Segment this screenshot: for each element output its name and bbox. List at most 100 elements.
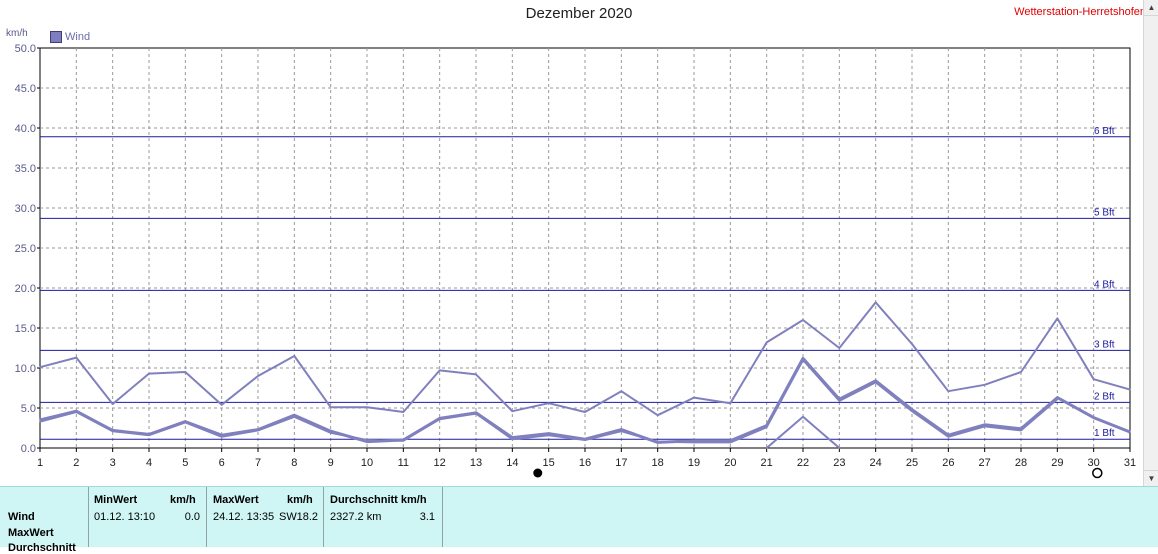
y-tick-label: 40.0 bbox=[15, 123, 36, 135]
max-unit-header: km/h bbox=[287, 494, 313, 506]
legend: Wind bbox=[50, 31, 90, 43]
data-point-min bbox=[693, 441, 695, 444]
chart-title: Dezember 2020 bbox=[525, 5, 633, 22]
data-point-max bbox=[39, 366, 41, 369]
data-point-max bbox=[438, 369, 441, 372]
data-point-max bbox=[765, 341, 768, 344]
max-header: MaxWert bbox=[213, 494, 259, 506]
data-point-max bbox=[220, 404, 223, 406]
x-tick-label: 22 bbox=[797, 457, 809, 469]
legend-label: Wind bbox=[65, 31, 91, 43]
min-unit-header: km/h bbox=[170, 494, 196, 506]
x-tick-label: 18 bbox=[652, 457, 664, 469]
x-tick-label: 10 bbox=[361, 457, 373, 469]
data-point-min bbox=[438, 418, 441, 421]
data-point-avg bbox=[366, 440, 368, 443]
y-tick-label: 50.0 bbox=[15, 43, 36, 55]
y-axis-unit: km/h bbox=[6, 28, 28, 39]
data-point-max bbox=[911, 343, 913, 345]
avg-value: 3.1 bbox=[419, 511, 435, 523]
data-point-min bbox=[1020, 429, 1022, 432]
wind-chart: 1 Bft 2 Bft 3 Bft 4 Bft 5 Bft 6 Bft 0.0 5.0 10.0… bbox=[15, 43, 1136, 479]
y-tick-label: 20.0 bbox=[15, 283, 36, 295]
x-tick-label: 4 bbox=[146, 457, 152, 469]
vertical-scrollbar[interactable]: ▲ ▼ bbox=[1143, 0, 1158, 486]
x-tick-label: 2 bbox=[73, 457, 79, 469]
data-point-max bbox=[874, 301, 877, 304]
x-tick-label: 14 bbox=[506, 457, 518, 469]
x-tick-label: 3 bbox=[110, 457, 116, 469]
station-name: Wetterstation-Herretshofen bbox=[1014, 6, 1146, 18]
data-point-min bbox=[257, 429, 259, 432]
data-point-max bbox=[511, 410, 514, 413]
data-point-min bbox=[39, 420, 41, 423]
y-tick-label: 25.0 bbox=[15, 243, 36, 255]
x-tick-label: 19 bbox=[688, 457, 700, 469]
data-point-avg bbox=[620, 428, 623, 431]
data-point-max bbox=[475, 373, 477, 376]
avg-distance: 2327.2 km bbox=[330, 511, 382, 523]
data-point-avg bbox=[1056, 396, 1059, 399]
data-point-min bbox=[729, 441, 732, 444]
data-point-min bbox=[620, 430, 623, 433]
data-point-max bbox=[838, 347, 841, 349]
stats-row-avg: Durchschnitt bbox=[8, 542, 76, 554]
data-point-avg bbox=[802, 357, 804, 360]
data-point-max bbox=[584, 411, 586, 413]
stats-row-wind: Wind bbox=[8, 511, 35, 523]
data-point-min bbox=[983, 425, 986, 428]
scroll-down-icon[interactable]: ▼ bbox=[1144, 470, 1158, 486]
data-point-min bbox=[802, 359, 804, 361]
stats-avg-column: Durchschnitt km/h 2327.2 km 3.1 bbox=[323, 487, 443, 547]
data-point-max bbox=[656, 414, 659, 417]
data-point-min bbox=[511, 438, 514, 441]
data-point-avg bbox=[39, 419, 41, 421]
x-tick-label: 21 bbox=[761, 457, 773, 469]
x-tick-label: 27 bbox=[979, 457, 991, 469]
y-tick-label: 0.0 bbox=[21, 443, 36, 455]
beaufort-label: 3 Bft bbox=[1094, 339, 1115, 350]
data-point-max bbox=[1092, 378, 1095, 381]
x-tick-label: 15 bbox=[543, 457, 555, 469]
x-tick-label: 5 bbox=[182, 457, 188, 469]
beaufort-label: 1 Bft bbox=[1094, 428, 1115, 439]
new-moon-icon bbox=[533, 468, 543, 478]
data-point-max bbox=[111, 403, 114, 405]
data-point-min bbox=[1056, 398, 1059, 401]
y-tick-label: 5.0 bbox=[21, 403, 36, 415]
x-tick-label: 29 bbox=[1051, 457, 1063, 469]
x-tick-label: 12 bbox=[434, 457, 446, 469]
x-tick-label: 20 bbox=[724, 457, 736, 469]
data-point-avg bbox=[293, 414, 296, 417]
data-point-avg bbox=[874, 380, 877, 382]
x-tick-label: 11 bbox=[398, 457, 409, 469]
data-point-min bbox=[765, 426, 768, 429]
data-point-max bbox=[693, 396, 695, 399]
data-point-min bbox=[148, 434, 150, 437]
data-point-min bbox=[547, 434, 550, 437]
x-tick-label: 25 bbox=[906, 457, 918, 469]
data-point-min bbox=[220, 436, 223, 438]
stats-min-column: MinWert km/h 01.12. 13:10 0.0 bbox=[88, 487, 207, 547]
y-tick-label: 45.0 bbox=[15, 83, 36, 95]
data-point-max bbox=[802, 319, 804, 321]
stats-panel: Wind MaxWert Durchschnitt MinWert km/h 0… bbox=[0, 486, 1158, 554]
data-point-avg bbox=[693, 440, 695, 442]
scroll-up-icon[interactable]: ▲ bbox=[1144, 0, 1158, 16]
max-direction: SW bbox=[279, 511, 297, 523]
data-point-min bbox=[475, 412, 477, 415]
data-point-avg bbox=[1129, 431, 1131, 433]
data-point-max bbox=[1129, 388, 1131, 391]
max-date: 24.12. 13:35 bbox=[213, 511, 275, 523]
legend-swatch bbox=[50, 31, 62, 43]
data-point-min bbox=[75, 411, 78, 413]
data-point-min bbox=[911, 410, 913, 413]
x-tick-label: 17 bbox=[615, 457, 627, 469]
y-tick-label: 30.0 bbox=[15, 203, 36, 215]
data-point-min bbox=[402, 440, 405, 442]
beaufort-label: 2 Bft bbox=[1094, 391, 1115, 402]
data-point-max bbox=[983, 384, 986, 386]
min-header: MinWert bbox=[94, 494, 138, 506]
data-point-avg bbox=[547, 432, 550, 435]
x-tick-label: 9 bbox=[328, 457, 334, 469]
